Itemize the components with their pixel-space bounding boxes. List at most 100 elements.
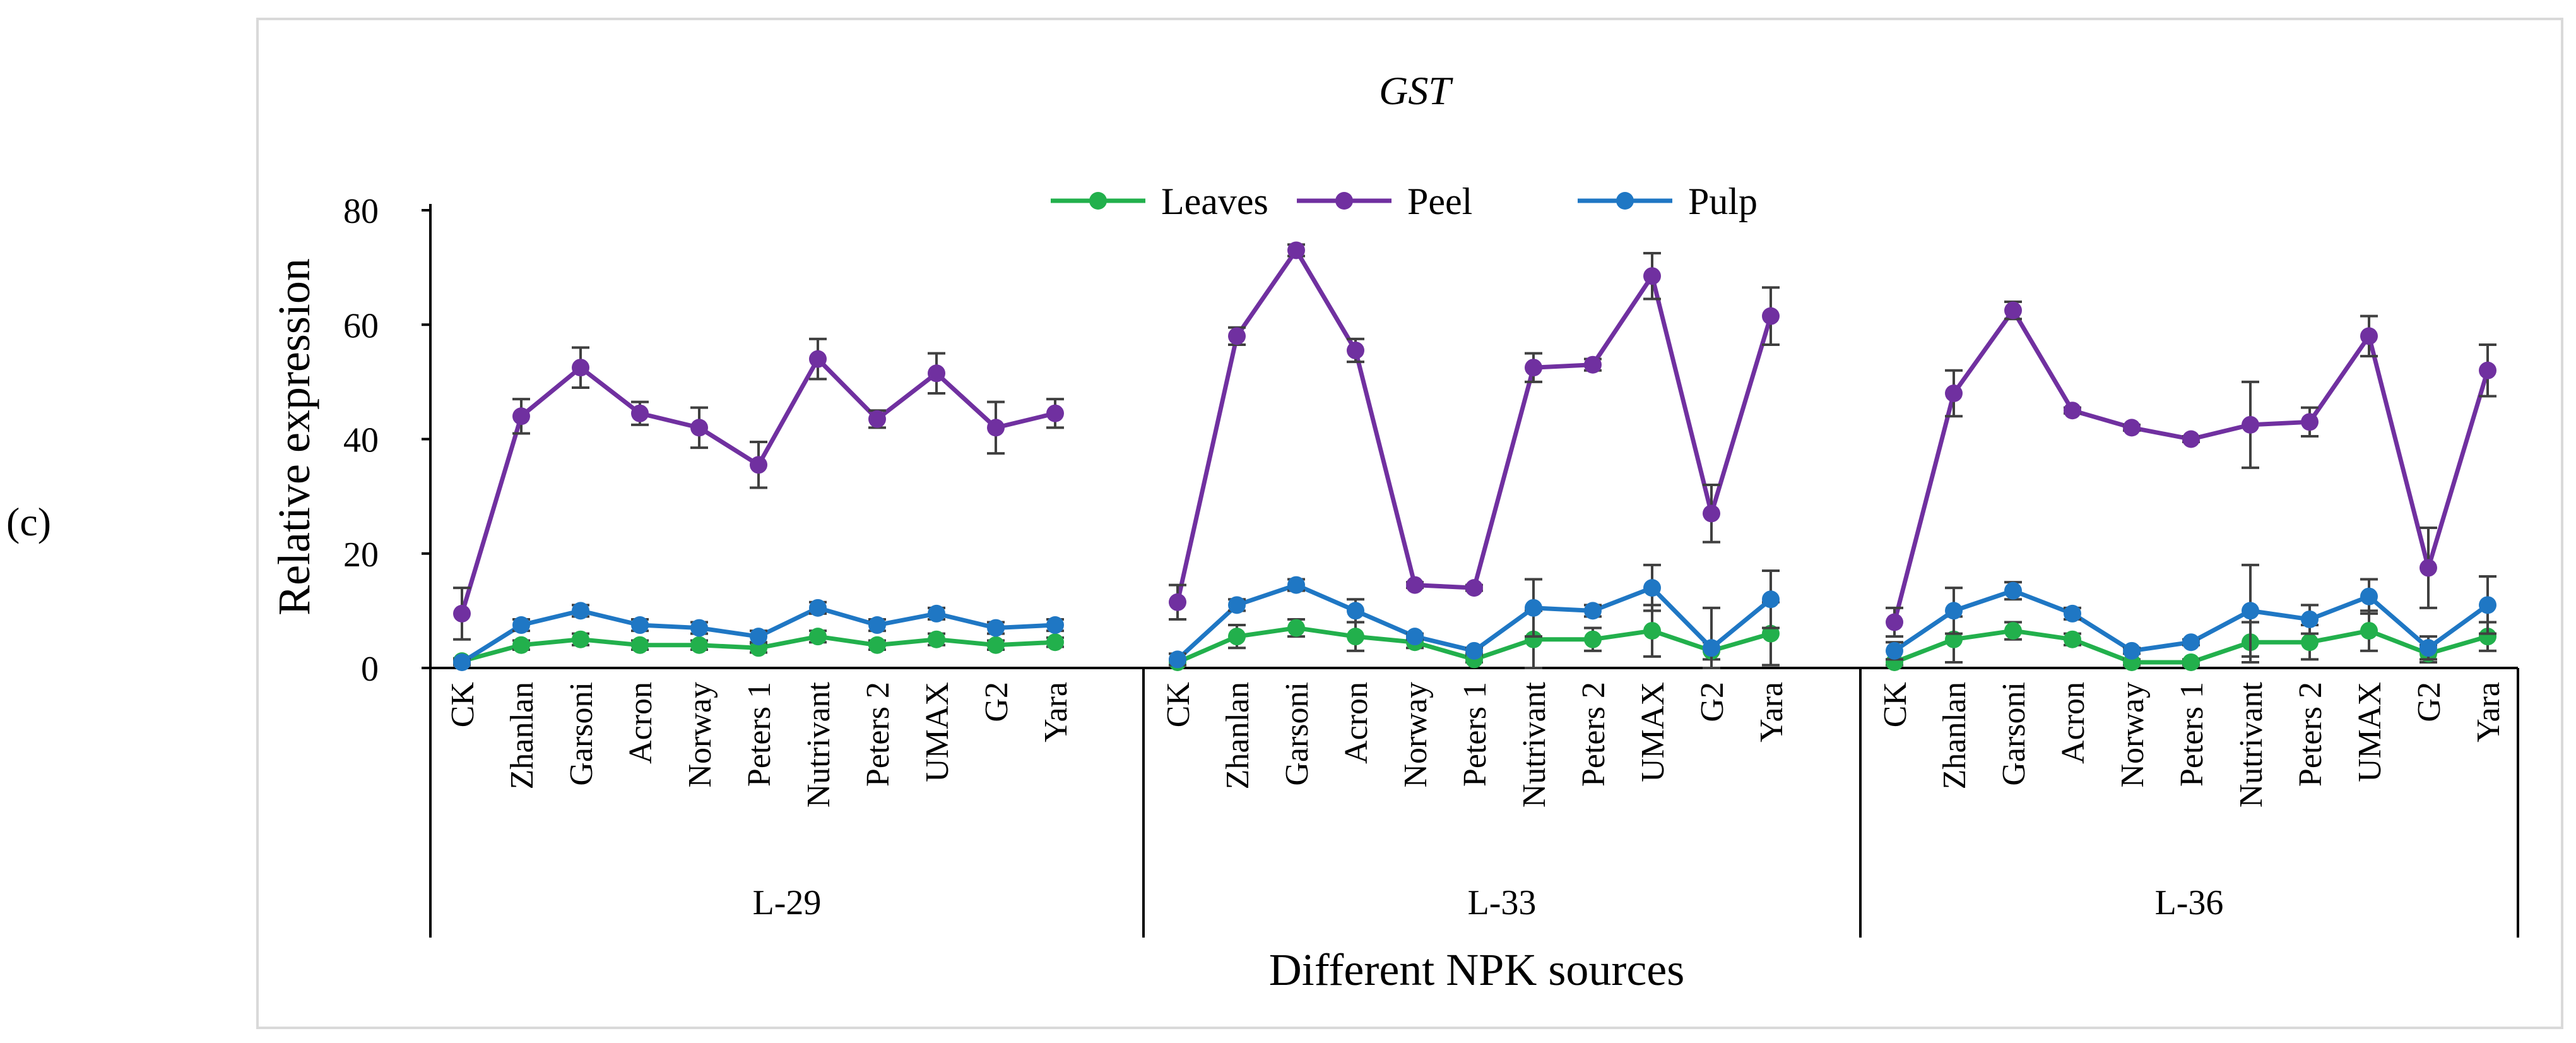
data-point [2242,415,2259,434]
data-point [1228,327,1246,345]
data-point [1643,622,1661,640]
data-point [928,604,945,623]
legend-label: Peel [1407,181,1472,222]
data-point [1762,590,1780,609]
x-tick-label: Nutrivant [1516,681,1552,808]
data-point [2360,327,2378,345]
data-point [2360,622,2378,640]
legend-marker [1616,192,1634,210]
data-point [1525,630,1542,648]
x-tick-label: Garsoni [564,682,600,786]
x-tick-label: Norway [1398,682,1434,788]
data-point [2301,413,2319,431]
data-point [987,636,1005,654]
data-point [1584,630,1602,648]
data-point [1046,633,1064,652]
x-tick-label: Peters 2 [1576,682,1612,787]
data-point [690,636,708,654]
data-point [750,628,767,646]
data-point [1703,504,1720,523]
data-point [453,653,471,671]
x-tick-label: Nutrivant [801,681,837,808]
data-point [572,602,589,620]
legend-marker [1089,192,1107,210]
x-tick-label: UMAX [2352,682,2388,782]
x-tick-label: CK [1161,682,1196,728]
data-point [1703,639,1720,657]
group-label: L-29 [753,883,822,922]
x-tick-label: Peters 1 [741,682,777,787]
data-point [2064,604,2081,623]
data-point [2182,653,2200,671]
data-point [453,604,471,623]
data-point [572,630,589,648]
group-label: L-36 [2155,883,2224,922]
data-point [2479,361,2496,379]
x-tick-label: Garsoni [1279,682,1315,786]
data-point [2182,430,2200,448]
data-point [2242,602,2259,620]
data-point [2123,419,2141,437]
data-point [572,359,589,377]
data-point [2301,633,2319,652]
data-point [2004,301,2022,319]
data-point [1046,404,1064,422]
data-point [868,410,886,428]
chart-title: GST [1379,68,1453,113]
data-point [1228,596,1246,614]
x-tick-label: Peters 2 [2293,682,2329,787]
x-tick-label: G2 [979,682,1015,722]
data-point [750,456,767,474]
data-point [631,636,649,654]
data-point [1525,599,1542,617]
series-pulp [453,563,2496,671]
data-point [2182,633,2200,652]
x-tick-label: Zhanlan [1937,682,1973,789]
data-point [809,599,827,617]
data-point [1584,355,1602,374]
y-tick-label: 80 [343,192,379,231]
x-tick-label: Nutrivant [2233,681,2269,808]
data-point [2064,402,2081,420]
x-tick-label: Yara [2471,682,2507,742]
x-tick-label: G2 [1694,682,1730,722]
data-point [2301,610,2319,628]
data-point [928,364,945,383]
data-point [1287,576,1305,594]
x-tick-label: Yara [1038,682,1074,742]
data-point [631,616,649,635]
legend-item-leaves: Leaves [1051,181,1268,222]
y-axis-label: Relative expression [269,258,319,616]
data-point [868,616,886,635]
series-peel [453,241,2496,641]
data-point [690,419,708,437]
data-point [2360,587,2378,605]
data-point [1584,602,1602,620]
x-tick-label: Peters 2 [860,682,896,787]
x-tick-label: Peters 1 [2174,682,2210,787]
data-point [1169,593,1186,611]
data-point [631,404,649,422]
data-point [2123,641,2141,660]
data-point [1465,641,1483,660]
data-point [1643,267,1661,285]
data-point [512,407,530,426]
data-point [987,419,1005,437]
x-tick-label: Zhanlan [504,682,540,789]
data-point [987,619,1005,637]
legend-item-peel: Peel [1297,181,1472,222]
axes: 0 20 40 60 80 CK Zhanlan Garsoni Acron Norway Pete… [343,192,2519,938]
x-tick-label: Acron [1338,682,1374,764]
data-point [1347,602,1364,620]
legend: Leaves Peel Pulp [1051,181,1758,222]
x-tick-label: UMAX [1635,682,1671,782]
y-tick-label: 0 [361,650,379,689]
data-point [868,636,886,654]
data-point [1886,641,1903,660]
panel-label: (c) [6,499,52,544]
legend-marker [1335,192,1353,210]
data-point [1406,628,1424,646]
data-point [2479,596,2496,614]
data-point [2004,581,2022,600]
data-point [1287,619,1305,637]
